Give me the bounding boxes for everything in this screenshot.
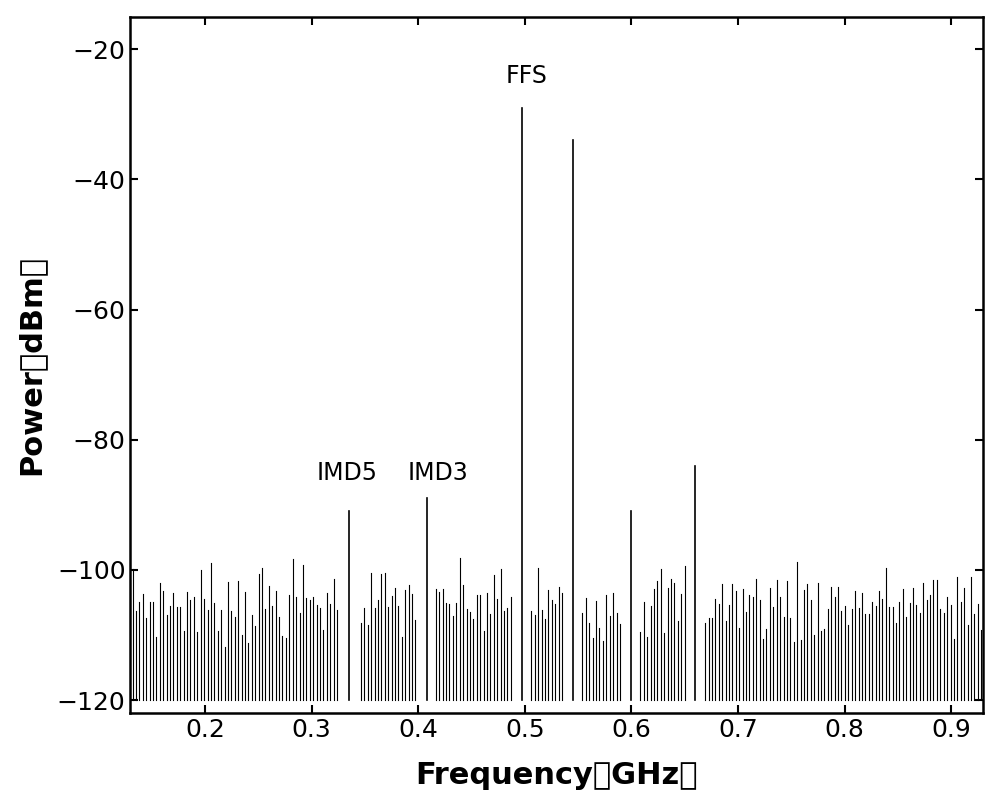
Text: IMD5: IMD5	[317, 462, 378, 485]
Text: IMD3: IMD3	[408, 462, 468, 485]
Y-axis label: Power（dBm）: Power（dBm）	[17, 255, 46, 475]
Text: FFS: FFS	[506, 65, 548, 88]
X-axis label: Frequency（GHz）: Frequency（GHz）	[416, 761, 698, 790]
